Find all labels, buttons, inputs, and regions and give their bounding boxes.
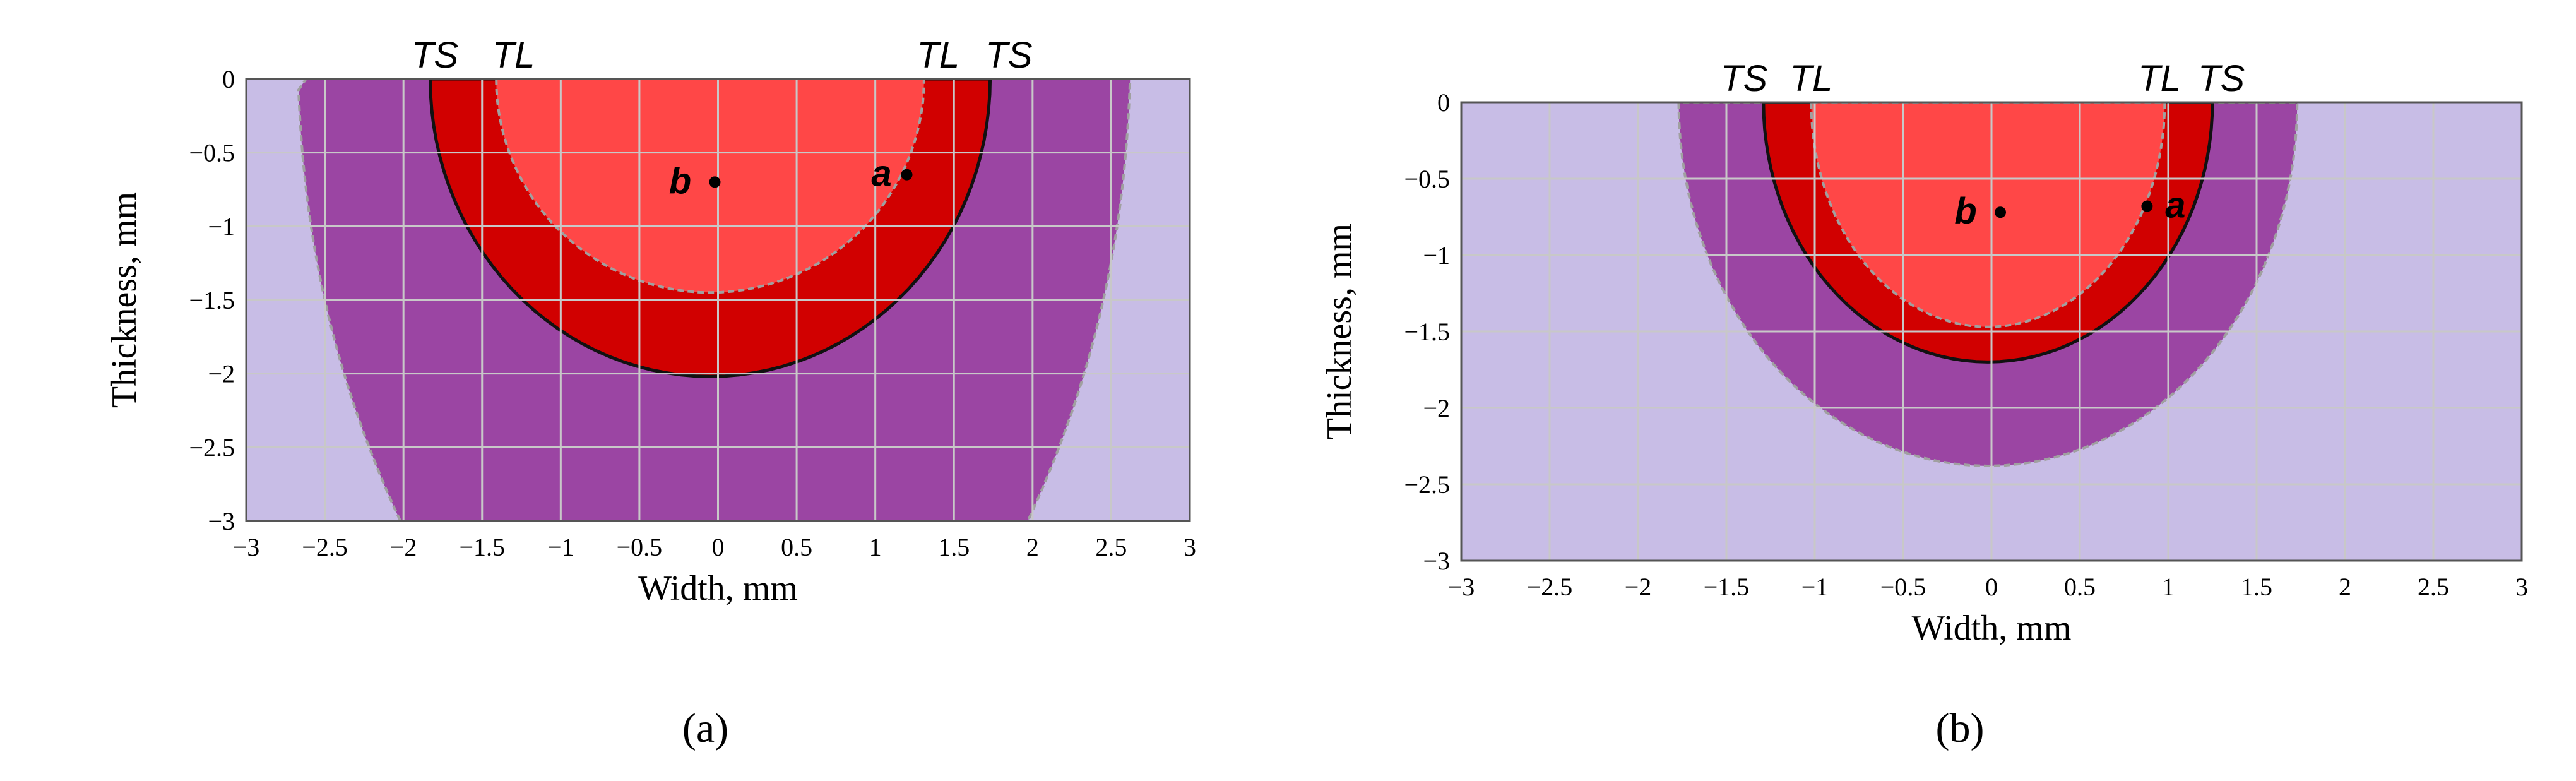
point-a-label: a [2165,185,2185,226]
y-tick-label: −0.5 [1404,165,1450,193]
x-tick-label: 1 [869,533,882,561]
boundary-label-ts: TS [412,35,458,76]
plot-frame [245,78,1191,522]
x-tick-label: 2 [2339,573,2351,601]
y-tick-label: −2 [1423,394,1450,422]
boundary-label-tl: TL [492,35,535,76]
x-axis-label: Width, mm [1912,609,2072,648]
y-tick-label: 0 [222,65,235,93]
panel-label: (a) [682,705,728,751]
point-b-label: b [1954,191,1976,232]
y-tick-label: −2.5 [1404,470,1450,499]
x-tick-label: −2 [1625,573,1652,601]
x-tick-label: −1 [1801,573,1829,601]
y-tick-label: −2.5 [189,433,235,462]
x-tick-label: −1.5 [1704,573,1750,601]
x-tick-label: 3 [2515,573,2528,601]
boundary-label-ts: TS [1721,58,1767,99]
boundary-label-ts: TS [2198,58,2245,99]
x-tick-label: 2.5 [1095,533,1127,561]
x-tick-label: −2.5 [1527,573,1573,601]
x-tick-label: 0 [1985,573,1998,601]
panel-label: (b) [1936,705,1985,751]
point-b-label: b [669,160,691,201]
x-tick-label: 0 [712,533,725,561]
y-tick-label: −1.5 [1404,318,1450,346]
y-tick-label: −1.5 [189,286,235,314]
x-tick-label: −3 [1448,573,1475,601]
x-tick-label: 1.5 [2241,573,2272,601]
boundary-label-tl: TL [1790,58,1833,99]
y-tick-label: −1 [1423,241,1450,270]
point-a-label: a [871,153,891,194]
boundary-label-ts: TS [985,35,1032,76]
x-tick-label: −2 [390,533,417,561]
x-tick-label: −0.5 [617,533,663,561]
panel-b: −3 −2.5 −2 −1.5 −1 −0.5 0 0.5 1 1.5 2 2.5 3 0 −0.5 −1 −1… [1320,58,2528,751]
y-tick-label: −3 [208,507,235,535]
y-tick-label: −1 [208,212,235,241]
y-tick-label: 0 [1437,88,1450,117]
x-tick-label: 2 [1026,533,1039,561]
x-tick-label: −1 [547,533,574,561]
x-axis-label: Width, mm [638,569,798,608]
y-axis-label: Thickness, mm [105,192,144,408]
plot-frame [1460,101,2523,562]
point-a-marker [2141,200,2153,212]
boundary-label-tl: TL [2138,58,2181,99]
x-tick-label: −2.5 [302,533,348,561]
y-tick-label: −3 [1423,547,1450,575]
x-tick-label: 2.5 [2418,573,2449,601]
region-liquid-pool [495,79,925,294]
panel-a: −3 −2.5 −2 −1.5 −1 −0.5 0 0.5 1 1.5 2 2.5 3 0 −0.5 −1 −1… [105,35,1196,751]
point-b-marker [1995,206,2006,218]
x-tick-label: 0.5 [781,533,812,561]
x-tick-label: −1.5 [459,533,505,561]
x-tick-label: −3 [233,533,260,561]
plot-area [1461,102,2522,561]
x-tick-label: 1.5 [938,533,970,561]
boundary-label-tl: TL [917,35,959,76]
point-a-marker [901,169,913,181]
x-tick-label: 0.5 [2064,573,2096,601]
y-tick-label: −2 [208,360,235,388]
x-tick-label: 3 [1184,533,1196,561]
plot-area [246,79,1190,521]
x-tick-label: 1 [2162,573,2175,601]
y-tick-label: −0.5 [189,139,235,167]
point-b-marker [709,176,721,188]
x-tick-label: −0.5 [1880,573,1926,601]
y-axis-label: Thickness, mm [1320,224,1359,439]
